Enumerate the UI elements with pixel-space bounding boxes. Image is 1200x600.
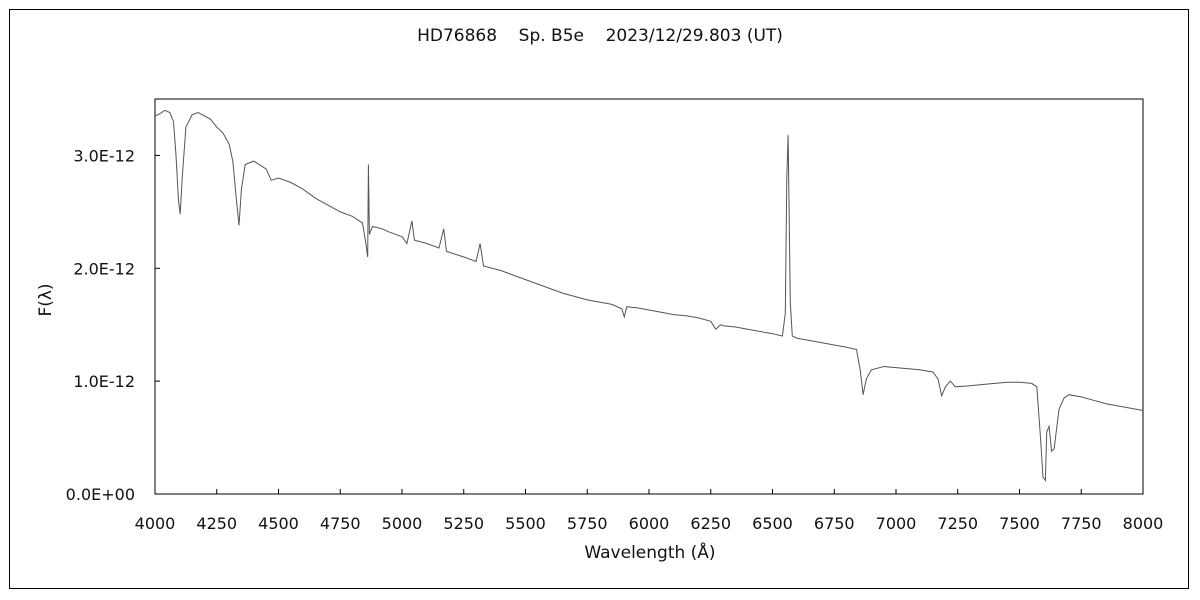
y-tick-label: 1.0E-12: [73, 372, 135, 391]
x-tick-label: 7250: [937, 514, 978, 533]
x-tick-label: 5000: [382, 514, 423, 533]
x-tick-label: 4750: [320, 514, 361, 533]
y-tick-label: 3.0E-12: [73, 146, 135, 165]
x-tick-label: 5500: [505, 514, 546, 533]
x-tick-label: 6000: [629, 514, 670, 533]
spectrum-line: [154, 109, 1144, 483]
x-tick-label: 5250: [443, 514, 484, 533]
y-axis: 0.0E+00 1.0E-12 2.0E-12 3.0E-12: [66, 146, 160, 504]
x-axis-label: Wavelength (Å): [584, 543, 716, 563]
x-tick-label: 7500: [999, 514, 1040, 533]
y-tick-label: 0.0E+00: [66, 485, 135, 504]
x-tick-label: 4500: [258, 514, 299, 533]
chart-title: HD76868 Sp. B5e 2023/12/29.803 (UT): [417, 26, 783, 46]
x-tick-label: 5750: [567, 514, 608, 533]
y-tick-label: 2.0E-12: [73, 259, 135, 278]
x-tick-label: 4000: [135, 514, 176, 533]
x-tick-label: 6500: [752, 514, 793, 533]
x-tick-label: 4250: [196, 514, 237, 533]
x-tick-label: 7000: [876, 514, 917, 533]
x-tick-label: 7750: [1061, 514, 1102, 533]
plot-area: [154, 98, 1144, 495]
x-tick-label: 6250: [690, 514, 731, 533]
x-axis: 4000 4250 4500 4750 5000 5250 5500 5750 6000 6250…: [135, 489, 1164, 533]
x-tick-label: 6750: [814, 514, 855, 533]
chart-frame: [9, 9, 1189, 589]
x-tick-label: 8000: [1123, 514, 1164, 533]
